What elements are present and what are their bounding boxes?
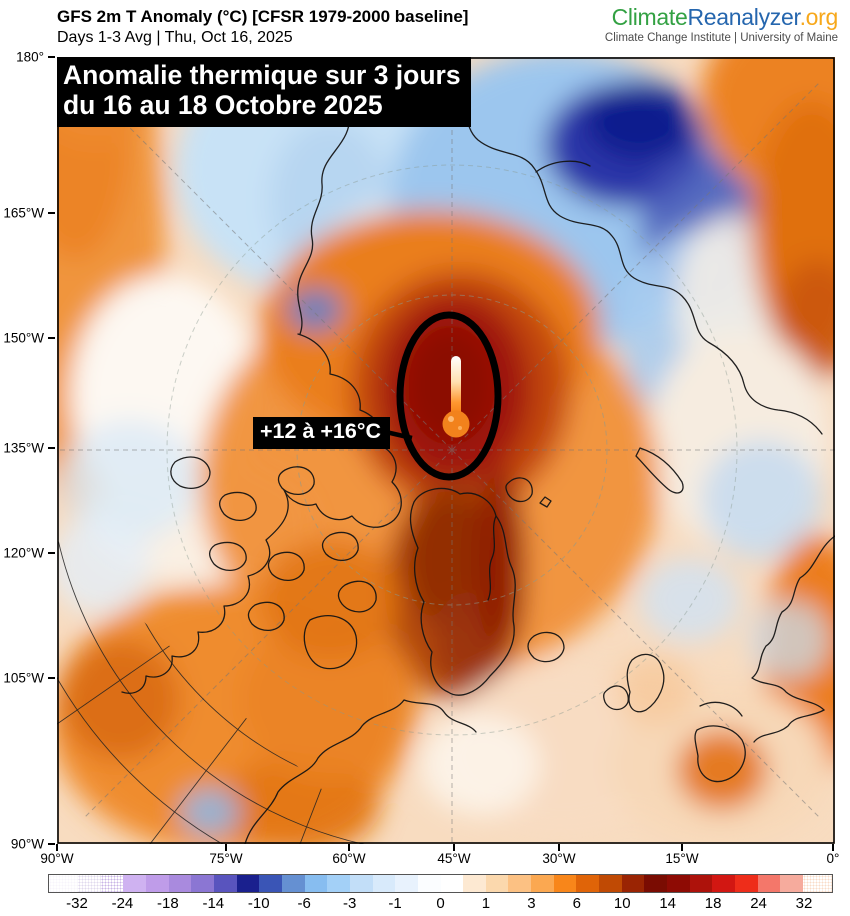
colorbar-tick-label: 32 [795,895,813,912]
logo-tagline: Climate Change Institute | University of… [604,32,838,44]
colorbar-cell [49,875,78,892]
colorbar-cell [100,875,124,892]
colorbar-cell [531,875,554,892]
colorbar-cell [168,875,192,892]
colorbar-cell [621,875,645,892]
colorbar-cell [372,875,396,892]
y-axis-label: 165°W [3,205,44,221]
colorbar-cell [485,875,509,892]
colorbar-cell [440,875,464,892]
colorbar-cell [281,875,305,892]
caption-line2: du 16 au 18 Octobre 2025 [63,90,383,121]
anomaly-map-canvas [57,57,835,844]
site-logo-wordmark: ClimateReanalyzer.org [605,4,839,31]
x-axis-tick [558,844,560,851]
site-logo[interactable]: ClimateReanalyzer.org Climate Change Ins… [605,4,838,44]
y-axis-tick [48,677,55,679]
x-axis-tick [56,844,58,851]
colorbar-tick-label: 0 [436,895,445,912]
colorbar-tick-label: 24 [750,895,767,912]
colorbar-cell [78,875,101,892]
colorbar-cell [349,875,373,892]
logo-part-org: .org [799,4,839,30]
colorbar-tick-label: 18 [704,895,722,912]
colorbar-tick-label: 10 [613,895,631,912]
colorbar-cell [213,875,237,892]
y-axis-label: 105°W [3,670,44,686]
colorbar-cell [599,875,622,892]
y-axis-tick [48,447,55,449]
logo-part-climate: Climate [611,4,688,30]
y-axis-label: 90°W [10,836,44,852]
anomaly-map [57,57,835,844]
colorbar-cell [236,875,260,892]
caption-overlay: Anomalie thermique sur 3 jours du 16 au … [57,57,471,128]
y-axis-tick [48,212,55,214]
x-axis-tick [348,844,350,851]
x-axis-label: 75°W [209,851,243,866]
colorbar-tick-label: -24 [111,895,134,912]
colorbar-cell [735,875,758,892]
colorbar-cell [123,875,146,892]
colorbar-tick-label: -14 [202,895,225,912]
colorbar-tick-label: 14 [659,895,677,912]
highlight-ellipse [385,311,502,481]
y-axis-tick [48,552,55,554]
y-axis-label: 150°W [3,330,44,346]
colorbar-cell [508,875,532,892]
colorbar-cell [145,875,169,892]
x-axis-tick [832,844,834,851]
y-axis-tick [48,56,55,58]
x-axis-label: 60°W [332,851,366,866]
x-axis-tick [225,844,227,851]
colorbar-cell [689,875,713,892]
colorbar-cell [803,875,832,892]
colorbar-cell [667,875,690,892]
thermometer-icon [442,356,470,438]
logo-part-reanalyzer: Reanalyzer [687,4,800,30]
colorbar-cell [757,875,781,892]
colorbar-tick-label: 3 [527,895,536,912]
colorbar-cell [780,875,803,892]
x-axis-label: 90°W [40,851,74,866]
colorbar-cell [191,875,214,892]
colorbar-cell [304,875,328,892]
y-axis-tick [48,843,55,845]
map-subtitle: Days 1-3 Avg | Thu, Oct 16, 2025 [57,29,293,47]
colorbar-tick-label: -32 [66,895,88,912]
y-axis-label: 135°W [3,440,44,456]
annotation-label: +12 à +16°C [253,417,390,449]
y-axis-label: 180° [16,49,44,65]
colorbar-cell [712,875,736,892]
colorbar-cell [463,875,486,892]
colorbar-cell [576,875,600,892]
x-axis-tick [681,844,683,851]
colorbar-cell [644,875,668,892]
caption-line1: Anomalie thermique sur 3 jours [63,60,461,90]
colorbar-cell [395,875,418,892]
colorbar-cell [553,875,577,892]
colorbar-tick-label: -6 [297,895,311,912]
colorbar-tick-label: -3 [342,895,357,912]
title-block: GFS 2m T Anomaly (°C) [CFSR 1979-2000 ba… [57,6,468,47]
colorbar-cell [327,875,350,892]
colorbar [48,874,833,893]
map-title: GFS 2m T Anomaly (°C) [CFSR 1979-2000 ba… [57,7,469,26]
y-axis-tick [48,337,55,339]
x-axis-label: 15°W [665,851,699,866]
colorbar-tick-label: -1 [388,895,402,912]
colorbar-cell [259,875,282,892]
x-axis-label: 0° [826,851,840,866]
colorbar-tick-label: -10 [247,895,270,912]
colorbar-tick-label: 6 [572,895,581,912]
x-axis-tick [453,844,455,851]
colorbar-tick-label: 1 [481,895,491,912]
colorbar-tick-label: -18 [157,895,179,912]
x-axis-label: 30°W [542,851,576,866]
x-axis-label: 45°W [437,851,471,866]
y-axis-label: 120°W [3,545,44,561]
colorbar-cell [417,875,441,892]
